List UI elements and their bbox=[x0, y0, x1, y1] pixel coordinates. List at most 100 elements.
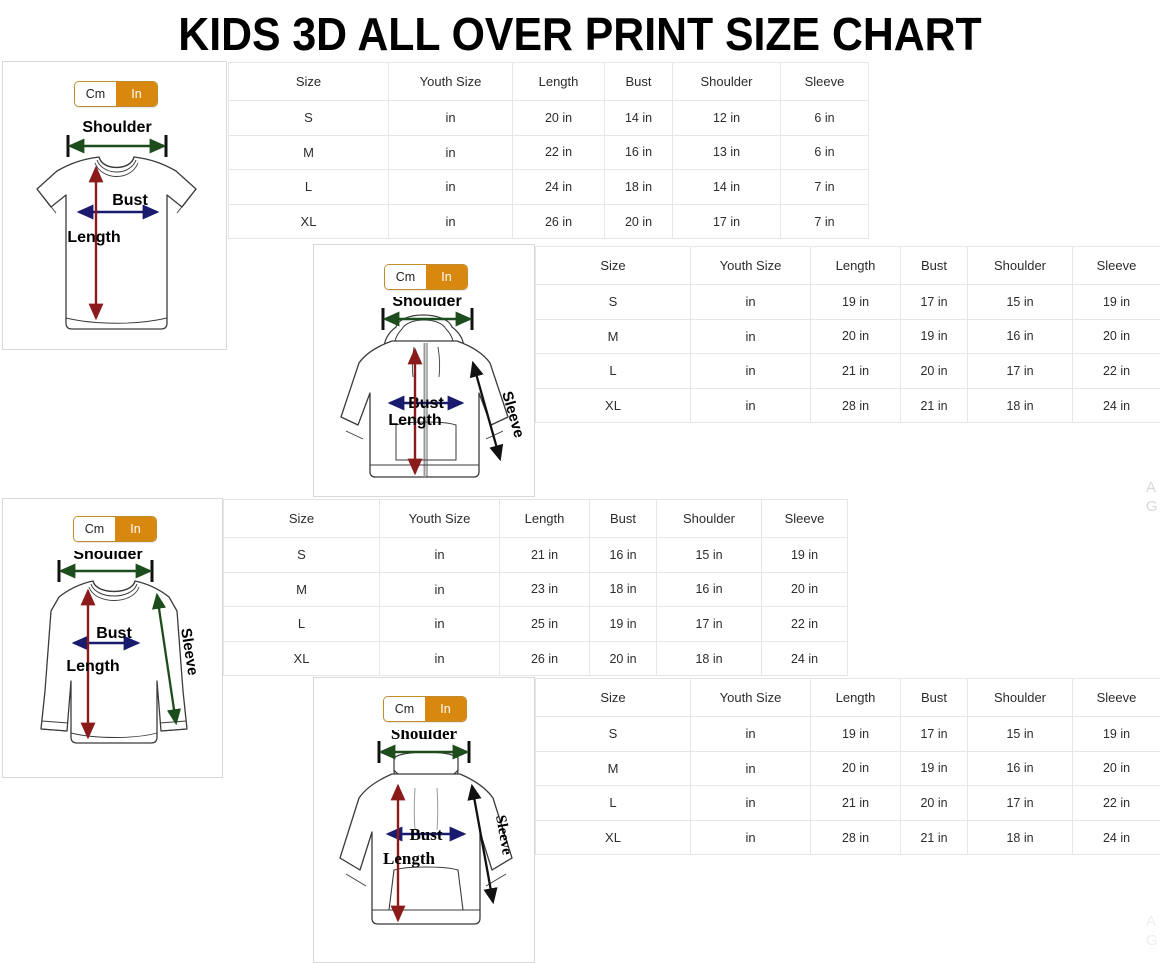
cell-sleeve: 24 in bbox=[1072, 387, 1160, 424]
cell-length: 20 in bbox=[810, 318, 901, 355]
cell-bust: 17 in bbox=[900, 284, 968, 320]
unit-toggle-in[interactable]: In bbox=[116, 82, 157, 106]
cell-shoulder: 17 in bbox=[967, 353, 1073, 389]
cell-bust: 18 in bbox=[604, 169, 673, 205]
unit-toggle-in[interactable]: In bbox=[425, 697, 466, 721]
cell-sleeve: 19 in bbox=[1072, 284, 1160, 320]
cell-bust: 19 in bbox=[900, 318, 968, 355]
cell-youth-size: in bbox=[690, 819, 811, 856]
unit-toggle-cm[interactable]: Cm bbox=[75, 82, 116, 106]
cell-youth-size: in bbox=[388, 169, 513, 205]
table-row: M in 23 in 18 in 16 in 20 in bbox=[223, 571, 848, 608]
cell-length: 19 in bbox=[810, 716, 901, 752]
cell-size: S bbox=[535, 716, 691, 752]
cell-size: M bbox=[535, 750, 691, 787]
size-table-long-sleeve-shirt: Size Youth Size Length Bust Shoulder Sle… bbox=[223, 499, 848, 677]
cell-youth-size: in bbox=[690, 318, 811, 355]
cell-length: 21 in bbox=[499, 537, 590, 573]
cell-bust: 20 in bbox=[900, 353, 968, 389]
cell-youth-size: in bbox=[690, 750, 811, 787]
svg-text:Bust: Bust bbox=[409, 825, 442, 844]
cell-bust: 17 in bbox=[900, 716, 968, 752]
col-header-bust: Bust bbox=[900, 678, 968, 717]
cell-sleeve: 22 in bbox=[761, 606, 848, 642]
cell-length: 22 in bbox=[512, 134, 605, 171]
watermark-fragment-bottom: A G bbox=[1146, 912, 1158, 950]
svg-text:Length: Length bbox=[383, 849, 436, 868]
cell-length: 20 in bbox=[512, 100, 605, 136]
unit-toggle-pullover-hoodie[interactable]: Cm In bbox=[383, 696, 467, 722]
col-header-shoulder: Shoulder bbox=[672, 62, 781, 101]
svg-text:Bust: Bust bbox=[96, 625, 132, 642]
table-row: M in 20 in 19 in 16 in 20 in bbox=[535, 318, 1160, 355]
table-row: S in 21 in 16 in 15 in 19 in bbox=[223, 537, 848, 573]
cell-youth-size: in bbox=[388, 134, 513, 171]
cell-bust: 14 in bbox=[604, 100, 673, 136]
t-shirt-diagram: Shoulder Bust Length bbox=[11, 115, 221, 345]
cell-bust: 16 in bbox=[604, 134, 673, 171]
cell-youth-size: in bbox=[379, 571, 500, 608]
cell-shoulder: 17 in bbox=[967, 785, 1073, 821]
cell-bust: 18 in bbox=[589, 571, 657, 608]
cell-sleeve: 24 in bbox=[1072, 819, 1160, 856]
svg-text:Length: Length bbox=[66, 658, 119, 675]
col-header-bust: Bust bbox=[604, 62, 673, 101]
garment-card-long-sleeve-shirt: Cm In Shoulder bbox=[2, 498, 223, 778]
cell-sleeve: 19 in bbox=[761, 537, 848, 573]
long-sleeve-shirt-diagram: Shoulder Bust Length Sleeve bbox=[11, 551, 216, 773]
cell-shoulder: 16 in bbox=[967, 318, 1073, 355]
unit-toggle-cm[interactable]: Cm bbox=[384, 697, 425, 721]
col-header-youth-size: Youth Size bbox=[690, 246, 811, 285]
col-header-sleeve: Sleeve bbox=[761, 499, 848, 538]
cell-shoulder: 18 in bbox=[967, 819, 1073, 856]
garment-card-pullover-hoodie: Cm In bbox=[313, 677, 535, 963]
col-header-length: Length bbox=[810, 246, 901, 285]
cell-size: XL bbox=[535, 387, 691, 424]
cell-shoulder: 14 in bbox=[672, 169, 781, 205]
col-header-sleeve: Sleeve bbox=[1072, 246, 1160, 285]
unit-toggle-in[interactable]: In bbox=[426, 265, 467, 289]
unit-toggle-zip-hoodie[interactable]: Cm In bbox=[384, 264, 468, 290]
unit-toggle-in[interactable]: In bbox=[115, 517, 156, 541]
cell-shoulder: 12 in bbox=[672, 100, 781, 136]
size-table-pullover-hoodie: Size Youth Size Length Bust Shoulder Sle… bbox=[535, 678, 1160, 856]
unit-toggle-t-shirt[interactable]: Cm In bbox=[74, 81, 158, 107]
cell-sleeve: 20 in bbox=[1072, 318, 1160, 355]
cell-sleeve: 22 in bbox=[1072, 353, 1160, 389]
cell-length: 21 in bbox=[810, 353, 901, 389]
cell-size: L bbox=[535, 353, 691, 389]
cell-sleeve: 22 in bbox=[1072, 785, 1160, 821]
cell-shoulder: 17 in bbox=[656, 606, 762, 642]
cell-youth-size: in bbox=[379, 537, 500, 573]
cell-length: 20 in bbox=[810, 750, 901, 787]
watermark-fragment-top: A G bbox=[1146, 478, 1158, 516]
col-header-youth-size: Youth Size bbox=[379, 499, 500, 538]
cell-size: L bbox=[535, 785, 691, 821]
svg-text:Shoulder: Shoulder bbox=[82, 119, 151, 136]
table-row: S in 19 in 17 in 15 in 19 in bbox=[535, 716, 1160, 752]
cell-sleeve: 24 in bbox=[761, 640, 848, 677]
table-row: L in 24 in 18 in 14 in 7 in bbox=[228, 169, 869, 205]
svg-text:Shoulder: Shoulder bbox=[392, 297, 461, 310]
cell-length: 21 in bbox=[810, 785, 901, 821]
svg-text:Shoulder: Shoulder bbox=[73, 551, 142, 563]
cell-length: 25 in bbox=[499, 606, 590, 642]
cell-shoulder: 15 in bbox=[656, 537, 762, 573]
cell-length: 26 in bbox=[512, 203, 605, 240]
svg-text:Length: Length bbox=[67, 229, 120, 246]
col-header-bust: Bust bbox=[589, 499, 657, 538]
cell-shoulder: 15 in bbox=[967, 716, 1073, 752]
unit-toggle-long-sleeve-shirt[interactable]: Cm In bbox=[73, 516, 157, 542]
cell-bust: 20 in bbox=[900, 785, 968, 821]
col-header-shoulder: Shoulder bbox=[967, 678, 1073, 717]
col-header-length: Length bbox=[810, 678, 901, 717]
cell-size: S bbox=[535, 284, 691, 320]
table-row: S in 19 in 17 in 15 in 19 in bbox=[535, 284, 1160, 320]
table-row: XL in 28 in 21 in 18 in 24 in bbox=[535, 819, 1160, 856]
unit-toggle-cm[interactable]: Cm bbox=[74, 517, 115, 541]
cell-shoulder: 13 in bbox=[672, 134, 781, 171]
cell-size: XL bbox=[228, 203, 389, 240]
size-table-t-shirt: Size Youth Size Length Bust Shoulder Sle… bbox=[228, 62, 869, 240]
unit-toggle-cm[interactable]: Cm bbox=[385, 265, 426, 289]
cell-youth-size: in bbox=[690, 785, 811, 821]
